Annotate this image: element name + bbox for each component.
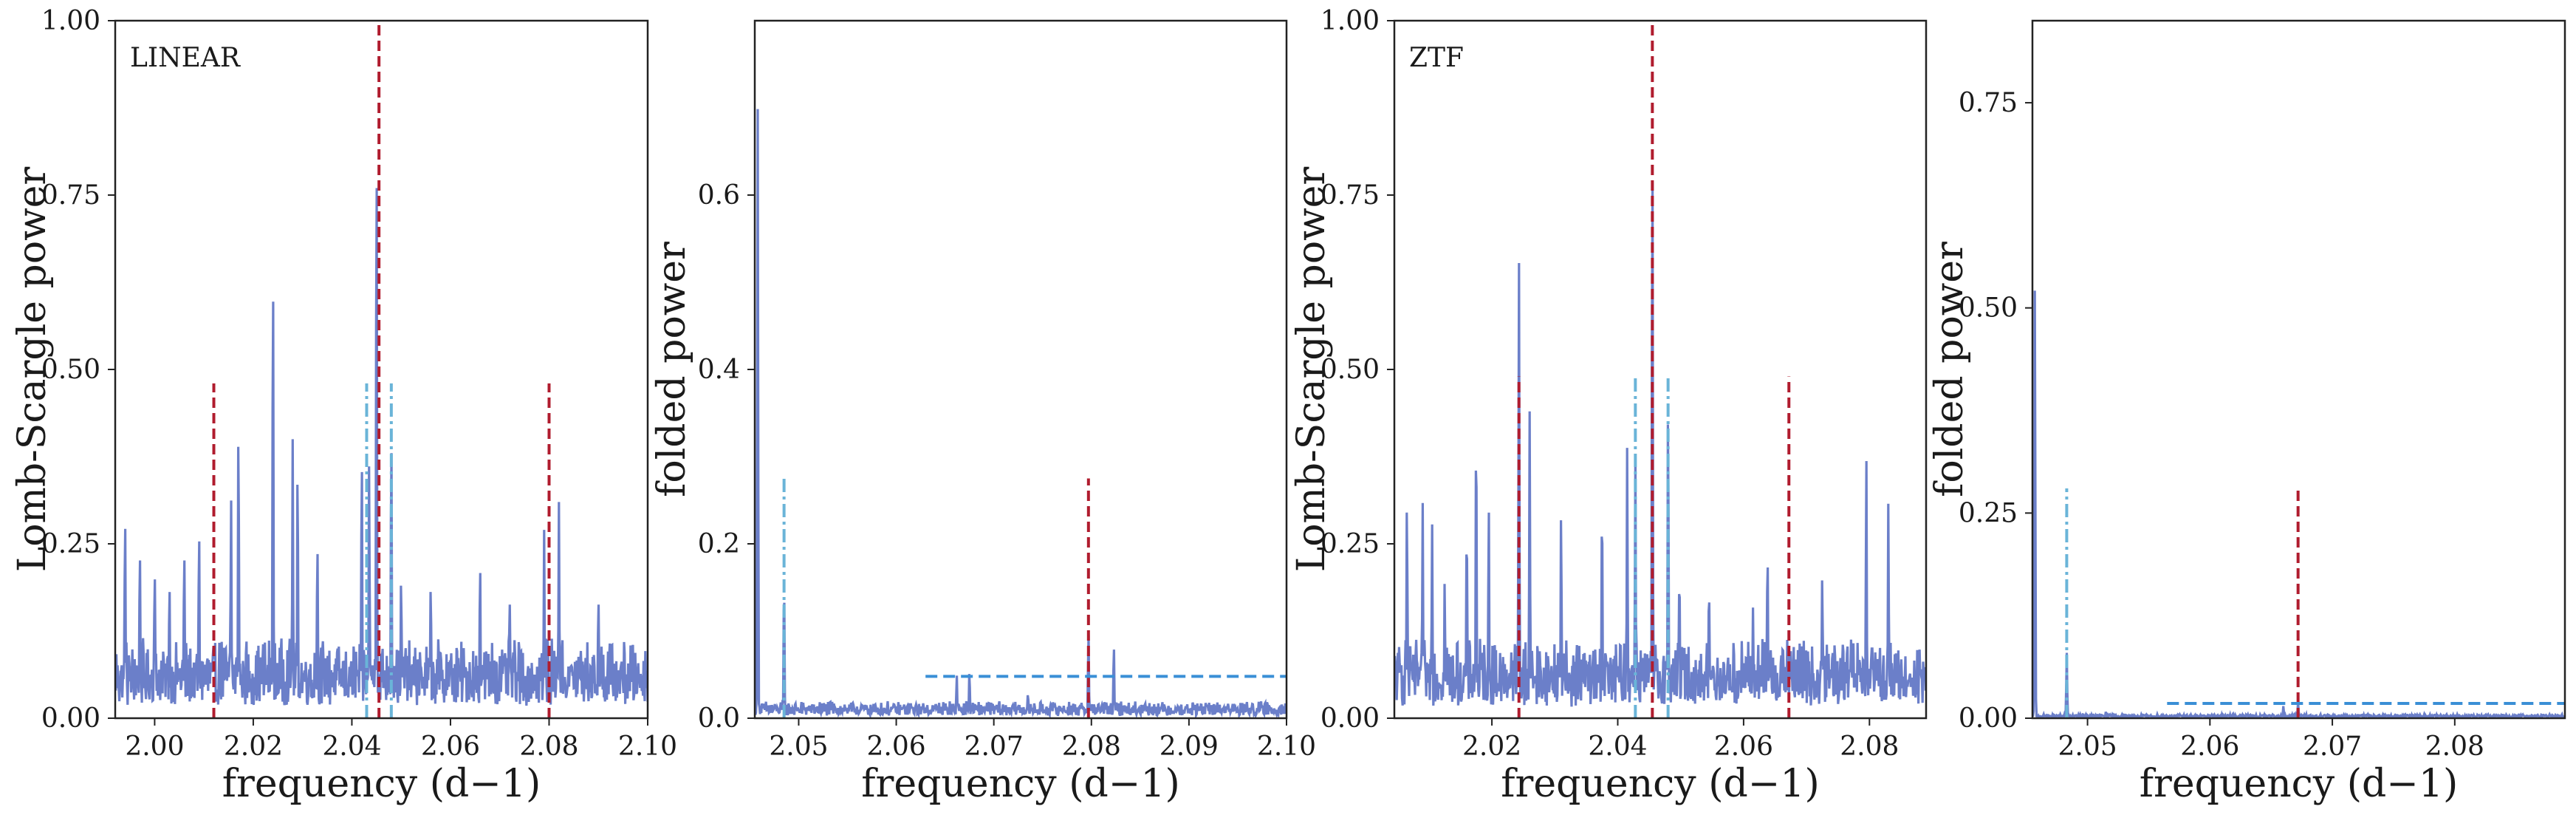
chart-panel-4: 2.05 2.06 2.07 2.08 0.00 0.25 0.50 0.75 frequenc… bbox=[1928, 19, 2566, 806]
series-line bbox=[1394, 182, 1926, 707]
axes-frame bbox=[1393, 19, 1928, 720]
x-axis-label: frequency (d−1) bbox=[2140, 762, 2458, 806]
y-axis-label: Lomb-Scargle power bbox=[10, 167, 55, 573]
x-tick-label: 2.00 bbox=[125, 732, 184, 762]
y-tick-label: 0.25 bbox=[1959, 498, 2018, 528]
chart-panel-2: 2.05 2.06 2.07 2.08 2.09 2.10 0.0 0.2 0.4 0.6 freq… bbox=[650, 19, 1316, 806]
x-axis-label: frequency (d−1) bbox=[222, 762, 541, 806]
y-axis-label: folded power bbox=[1928, 242, 1972, 497]
x-tick-label: 2.08 bbox=[1062, 732, 1121, 762]
y-tick-label: 0.6 bbox=[698, 180, 740, 211]
x-tick-label: 2.10 bbox=[1257, 732, 1316, 762]
x-tick-label: 2.02 bbox=[224, 732, 283, 762]
axes-frame bbox=[753, 19, 1288, 720]
y-tick-label: 0.75 bbox=[1320, 180, 1380, 211]
axes-frame bbox=[2031, 19, 2566, 720]
x-tick-label: 2.06 bbox=[2180, 732, 2239, 762]
y-axis-label: Lomb-Scargle power bbox=[1289, 167, 1334, 573]
y-tick-label: 1.00 bbox=[1320, 6, 1380, 36]
x-tick-label: 2.04 bbox=[322, 732, 381, 762]
y-tick-label: 0.2 bbox=[698, 529, 740, 559]
y-tick-label: 0.50 bbox=[1320, 355, 1380, 385]
y-tick-label: 0.25 bbox=[1320, 529, 1380, 559]
x-tick-label: 2.07 bbox=[965, 732, 1024, 762]
y-tick-label: 1.00 bbox=[41, 6, 100, 36]
x-axis-label: frequency (d−1) bbox=[1501, 762, 1819, 806]
panel-survey-label: LINEAR bbox=[130, 43, 241, 73]
series-line bbox=[755, 109, 1287, 718]
x-tick-label: 2.04 bbox=[1588, 732, 1647, 762]
x-tick-label: 2.05 bbox=[769, 732, 828, 762]
y-tick-label: 0.00 bbox=[1320, 703, 1380, 734]
y-tick-label: 0.00 bbox=[41, 703, 100, 734]
chart-panel-3: 2.02 2.04 2.06 2.08 0.00 0.25 0.50 0.75 1.00 freq… bbox=[1289, 6, 1928, 806]
y-tick-label: 0.0 bbox=[698, 703, 740, 734]
axes-frame bbox=[114, 19, 649, 720]
x-tick-label: 2.10 bbox=[618, 732, 677, 762]
chart-panel-1: 2.00 2.02 2.04 2.06 2.08 2.10 0.00 0.25 0.50 0.75… bbox=[10, 6, 677, 806]
x-tick-label: 2.09 bbox=[1159, 732, 1219, 762]
x-tick-label: 2.06 bbox=[1714, 732, 1773, 762]
y-tick-label: 0.00 bbox=[1959, 703, 2018, 734]
x-tick-label: 2.05 bbox=[2058, 732, 2117, 762]
x-tick-label: 2.08 bbox=[1840, 732, 1899, 762]
y-tick-label: 0.50 bbox=[41, 355, 100, 385]
panel-survey-label: ZTF bbox=[1409, 43, 1464, 73]
y-tick-label: 0.75 bbox=[1959, 88, 2018, 118]
y-tick-label: 0.4 bbox=[698, 355, 740, 385]
y-axis-label: folded power bbox=[650, 242, 694, 497]
x-tick-label: 2.07 bbox=[2303, 732, 2362, 762]
y-tick-label: 0.75 bbox=[41, 180, 100, 211]
series-line bbox=[115, 188, 648, 706]
x-tick-label: 2.08 bbox=[2425, 732, 2484, 762]
x-tick-label: 2.08 bbox=[519, 732, 578, 762]
y-tick-label: 0.25 bbox=[41, 529, 100, 559]
x-axis-label: frequency (d−1) bbox=[861, 762, 1179, 806]
x-tick-label: 2.02 bbox=[1462, 732, 1521, 762]
x-tick-label: 2.06 bbox=[421, 732, 480, 762]
x-tick-label: 2.06 bbox=[866, 732, 925, 762]
y-tick-label: 0.50 bbox=[1959, 293, 2018, 324]
